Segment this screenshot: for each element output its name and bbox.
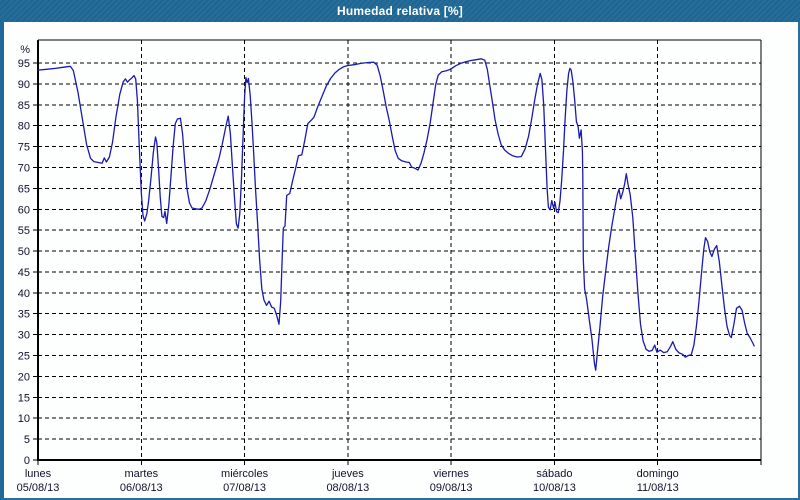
x-day-date-label: 05/08/13 xyxy=(17,482,60,494)
y-tick-label: 50 xyxy=(18,246,30,258)
x-day-date-label: 06/08/13 xyxy=(120,482,163,494)
y-tick-label: 65 xyxy=(18,183,30,195)
x-day-name-label: sábado xyxy=(536,468,572,480)
y-tick-label: 10 xyxy=(18,413,30,425)
y-tick-label: 20 xyxy=(18,371,30,383)
y-tick-label: 60 xyxy=(18,204,30,216)
y-tick-label: 70 xyxy=(18,162,30,174)
y-tick-label: 80 xyxy=(18,121,30,133)
x-day-name-label: viernes xyxy=(433,468,469,480)
y-axis-unit-label: % xyxy=(20,44,30,56)
y-tick-label: 25 xyxy=(18,351,30,363)
x-day-name-label: miércoles xyxy=(221,468,269,480)
x-day-date-label: 08/08/13 xyxy=(326,482,369,494)
x-day-name-label: martes xyxy=(124,468,158,480)
y-tick-label: 95 xyxy=(18,58,30,70)
x-day-date-label: 10/08/13 xyxy=(533,482,576,494)
y-tick-label: 15 xyxy=(18,392,30,404)
x-day-name-label: jueves xyxy=(331,468,364,480)
y-tick-label: 35 xyxy=(18,309,30,321)
y-tick-label: 90 xyxy=(18,79,30,91)
y-tick-label: 85 xyxy=(18,100,30,112)
y-tick-label: 40 xyxy=(18,288,30,300)
x-day-date-label: 11/08/13 xyxy=(637,482,679,494)
chart-title-bar: Humedad relativa [%] xyxy=(0,0,800,22)
y-tick-label: 30 xyxy=(18,330,30,342)
y-tick-label: 45 xyxy=(18,267,30,279)
humidity-line xyxy=(37,58,755,371)
y-tick-label: 5 xyxy=(24,434,30,446)
chart-canvas xyxy=(0,22,800,500)
y-tick-label: 75 xyxy=(18,142,30,154)
chart-title: Humedad relativa [%] xyxy=(336,4,464,18)
x-day-date-label: 07/08/13 xyxy=(223,482,266,494)
y-tick-label: 55 xyxy=(18,225,30,237)
x-day-name-label: domingo xyxy=(637,468,679,480)
x-day-name-label: lunes xyxy=(25,468,52,480)
y-tick-label: 0 xyxy=(24,455,30,467)
x-day-date-label: 09/08/13 xyxy=(430,482,473,494)
